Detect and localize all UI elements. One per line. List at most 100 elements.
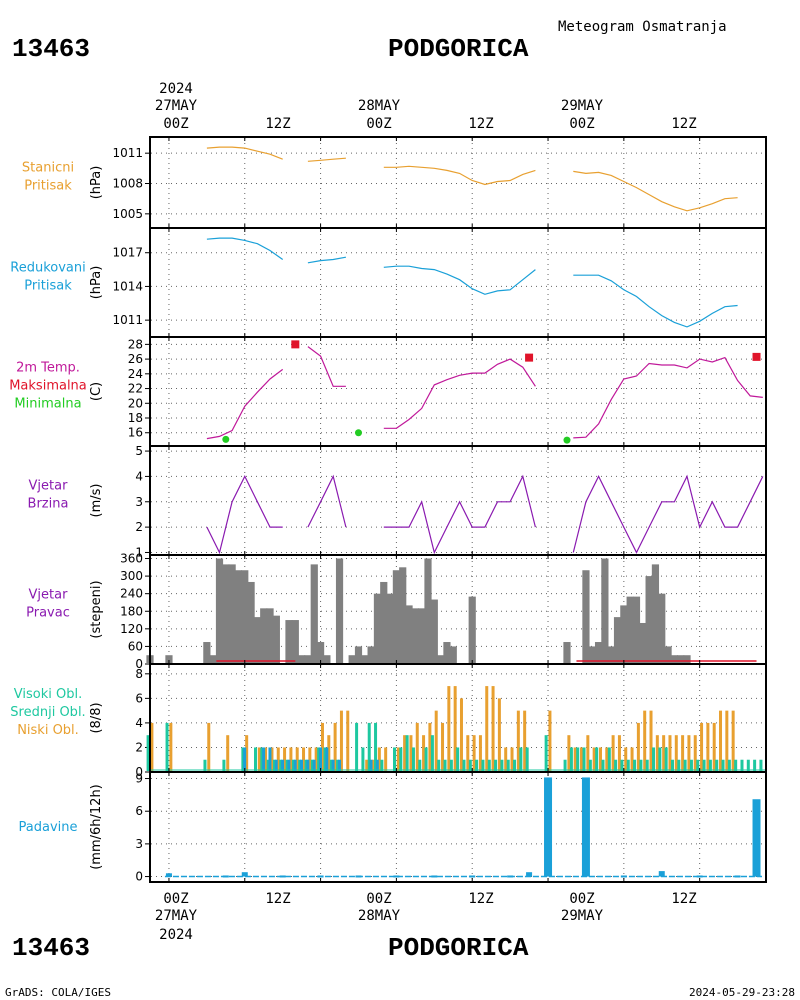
- high-cloud-bar: [664, 747, 668, 771]
- high-cloud-bar: [677, 759, 681, 771]
- panel-frame: [149, 336, 767, 447]
- low-cloud-bar: [302, 747, 306, 771]
- high-cloud-bar: [689, 759, 693, 771]
- high-cloud-bar: [519, 747, 523, 771]
- high-cloud-bar: [658, 747, 662, 771]
- high-cloud-bar: [411, 747, 415, 771]
- low-cloud-bar: [497, 698, 501, 771]
- high-cloud-bar: [298, 759, 302, 771]
- low-cloud-bar: [257, 747, 261, 771]
- y-tick-label: 300: [120, 569, 143, 583]
- wind-direction-bar: [411, 608, 419, 663]
- low-cloud-bar: [643, 710, 647, 771]
- high-cloud-bar: [165, 722, 169, 771]
- high-cloud-bar: [513, 759, 517, 771]
- panel-wind_direction: 0 60 120 180 240 300 360 (stepeni) Vjetar Pravac: [26, 552, 767, 671]
- high-cloud-bar: [241, 747, 245, 771]
- y-unit-label: (C): [89, 382, 104, 401]
- high-cloud-bar: [437, 759, 441, 771]
- wind-direction-bar: [354, 646, 363, 663]
- low-cloud-bar: [655, 735, 659, 771]
- low-cloud-bar: [636, 722, 640, 771]
- hour-label-top-2: 12Z: [265, 116, 290, 132]
- wind-direction-bar: [645, 576, 653, 663]
- y-tick-label: 4: [135, 716, 143, 730]
- mid-cloud-bar: [268, 747, 272, 771]
- high-cloud-bar: [481, 759, 485, 771]
- low-cloud-bar: [226, 735, 230, 771]
- wind-direction-bar: [443, 642, 451, 663]
- high-cloud-bar: [576, 747, 580, 771]
- timestamp-text: 2024-05-29-23:28: [689, 986, 795, 999]
- wind-direction-bar: [664, 646, 672, 663]
- low-cloud-bar: [725, 710, 729, 771]
- low-cloud-bar: [611, 735, 615, 771]
- hour-label-bottom-5: 00Z: [569, 891, 594, 907]
- y-tick-label: 1011: [112, 146, 143, 160]
- y-tick-label: 1011: [112, 313, 143, 327]
- high-cloud-bar: [759, 759, 763, 771]
- precip-bar: [241, 872, 248, 877]
- wind-direction-bar: [260, 608, 268, 663]
- high-cloud-bar: [443, 759, 447, 771]
- low-cloud-bar: [295, 747, 299, 771]
- y-tick-label: 1005: [112, 207, 143, 221]
- low-cloud-bar: [365, 759, 369, 771]
- low-cloud-bar: [523, 710, 527, 771]
- wind-direction-bar: [582, 570, 590, 663]
- y-tick-label: 240: [120, 587, 143, 601]
- mid-cloud-bar: [306, 759, 310, 771]
- high-cloud-bar: [601, 759, 605, 771]
- wind-direction-bar: [639, 622, 647, 663]
- y-tick-label: 180: [120, 604, 143, 618]
- precip-bar: [165, 873, 172, 877]
- high-cloud-bar: [279, 759, 283, 771]
- low-cloud-bar: [472, 735, 476, 771]
- low-cloud-bar: [339, 710, 343, 771]
- station-id-bottom: 13463: [12, 933, 90, 963]
- low-cloud-bar: [681, 735, 685, 771]
- mid-cloud-bar: [287, 759, 291, 771]
- precip-bar: [620, 875, 627, 878]
- panel-reduced_pressure: 1011 1014 1017 (hPa) Redukovani Pritisak: [10, 227, 767, 338]
- low-cloud-bar: [264, 747, 268, 771]
- low-cloud-bar: [308, 747, 312, 771]
- station-id-top: 13463: [12, 34, 90, 64]
- year-label-bottom: 2024: [159, 927, 193, 943]
- series-line-segment: [307, 346, 346, 387]
- high-cloud-bar: [266, 759, 270, 771]
- low-cloud-bar: [605, 747, 609, 771]
- wind-direction-bar: [234, 570, 243, 663]
- hour-label-top-6: 12Z: [671, 116, 696, 132]
- wind-direction-bar: [253, 617, 262, 663]
- low-cloud-bar: [662, 735, 666, 771]
- precip-bar: [658, 871, 665, 877]
- y-tick-label: 1017: [112, 246, 143, 260]
- high-cloud-bar: [715, 759, 719, 771]
- low-cloud-bar: [567, 735, 571, 771]
- day-label-bottom-2: 28MAY: [358, 908, 401, 924]
- wind-direction-bar: [266, 608, 274, 663]
- high-cloud-bar: [399, 747, 403, 771]
- series-line-segment: [383, 265, 536, 295]
- high-cloud-bar: [418, 759, 422, 771]
- high-cloud-bar: [683, 759, 687, 771]
- low-cloud-bar: [478, 735, 482, 771]
- wind-direction-bar: [310, 564, 318, 663]
- wind-direction-bar: [594, 642, 603, 663]
- low-cloud-bar: [624, 747, 628, 771]
- day-label-top-3: 29MAY: [561, 98, 604, 114]
- mid-cloud-bar: [262, 747, 266, 771]
- precip-bar: [393, 875, 400, 878]
- low-cloud-bar: [289, 747, 293, 771]
- y-tick-label: 60: [128, 639, 143, 653]
- y-tick-label: 1008: [112, 177, 143, 191]
- wind-direction-bar: [272, 615, 280, 663]
- high-cloud-bar: [544, 735, 548, 771]
- low-cloud-bar: [327, 735, 331, 771]
- high-cloud-bar: [500, 759, 504, 771]
- high-cloud-bar: [569, 747, 573, 771]
- y-tick-label: 8: [135, 667, 143, 681]
- low-cloud-bar: [422, 735, 426, 771]
